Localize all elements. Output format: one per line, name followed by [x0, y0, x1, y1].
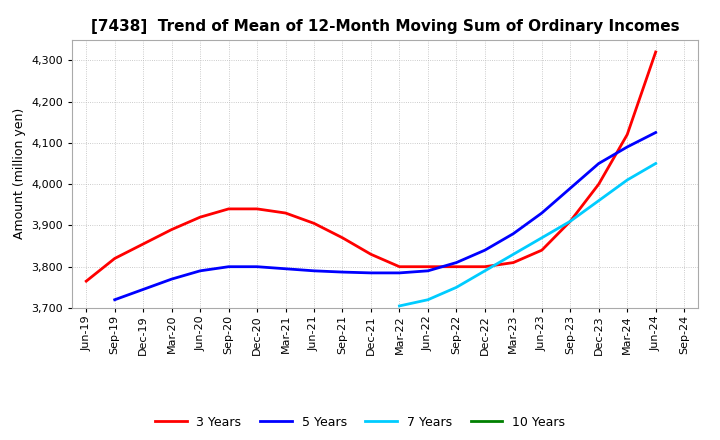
- 3 Years: [196, 215, 204, 220]
- 3 Years: [652, 49, 660, 55]
- 3 Years: [225, 206, 233, 212]
- 5 Years: [395, 270, 404, 275]
- 7 Years: [623, 177, 631, 183]
- Legend: 3 Years, 5 Years, 7 Years, 10 Years: 3 Years, 5 Years, 7 Years, 10 Years: [150, 411, 570, 434]
- 3 Years: [595, 181, 603, 187]
- 5 Years: [338, 269, 347, 275]
- Y-axis label: Amount (million yen): Amount (million yen): [13, 108, 26, 239]
- 3 Years: [623, 132, 631, 137]
- 7 Years: [480, 268, 489, 274]
- 5 Years: [366, 270, 375, 275]
- 3 Years: [110, 256, 119, 261]
- 5 Years: [652, 130, 660, 135]
- Title: [7438]  Trend of Mean of 12-Month Moving Sum of Ordinary Incomes: [7438] Trend of Mean of 12-Month Moving …: [91, 19, 680, 34]
- 5 Years: [282, 266, 290, 271]
- 3 Years: [509, 260, 518, 265]
- 3 Years: [480, 264, 489, 269]
- 7 Years: [395, 303, 404, 308]
- 5 Years: [310, 268, 318, 274]
- 5 Years: [537, 210, 546, 216]
- 3 Years: [310, 221, 318, 226]
- 3 Years: [452, 264, 461, 269]
- Line: 7 Years: 7 Years: [400, 164, 656, 306]
- 5 Years: [139, 287, 148, 292]
- 3 Years: [537, 248, 546, 253]
- 7 Years: [537, 235, 546, 240]
- 5 Years: [595, 161, 603, 166]
- 3 Years: [366, 252, 375, 257]
- 7 Years: [423, 297, 432, 302]
- 5 Years: [423, 268, 432, 274]
- 3 Years: [139, 242, 148, 247]
- 5 Years: [509, 231, 518, 236]
- 7 Years: [595, 198, 603, 203]
- 3 Years: [253, 206, 261, 212]
- 5 Years: [225, 264, 233, 269]
- 3 Years: [338, 235, 347, 240]
- 7 Years: [566, 219, 575, 224]
- 3 Years: [82, 279, 91, 284]
- 5 Years: [110, 297, 119, 302]
- Line: 3 Years: 3 Years: [86, 52, 656, 281]
- 7 Years: [509, 252, 518, 257]
- 3 Years: [423, 264, 432, 269]
- Line: 5 Years: 5 Years: [114, 132, 656, 300]
- 5 Years: [167, 276, 176, 282]
- 3 Years: [167, 227, 176, 232]
- 5 Years: [452, 260, 461, 265]
- 3 Years: [395, 264, 404, 269]
- 5 Years: [566, 186, 575, 191]
- 5 Years: [623, 144, 631, 150]
- 5 Years: [196, 268, 204, 274]
- 7 Years: [652, 161, 660, 166]
- 3 Years: [282, 210, 290, 216]
- 7 Years: [452, 285, 461, 290]
- 5 Years: [253, 264, 261, 269]
- 3 Years: [566, 219, 575, 224]
- 5 Years: [480, 248, 489, 253]
